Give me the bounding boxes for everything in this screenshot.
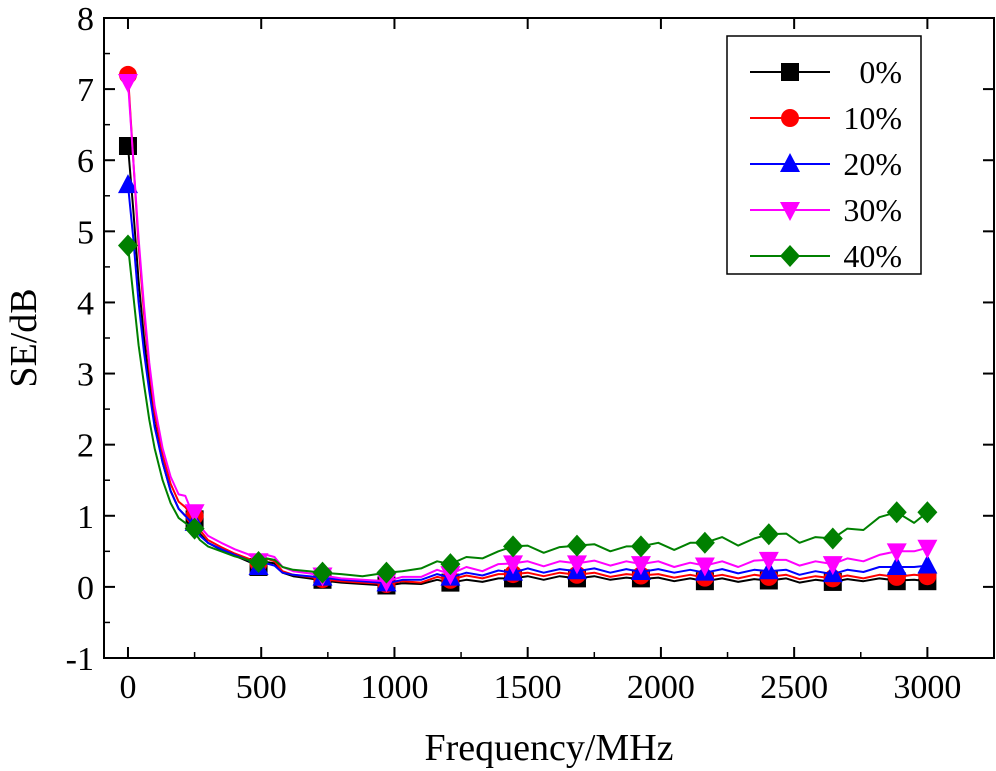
data-point [117,74,138,93]
series-layer [117,65,938,595]
x-tick-label: 2000 [627,669,695,706]
legend-entry: 40% [750,238,902,274]
legend-label: 20% [843,146,902,182]
data-point [917,554,938,574]
data-point [184,504,205,524]
data-point [503,555,524,575]
x-tick-label: 1000 [360,669,428,706]
y-tick-label: 3 [77,357,94,394]
legend-entry: 0% [750,54,902,90]
y-tick-label: 0 [77,570,94,607]
series-40pct [117,234,938,584]
data-point [117,234,138,257]
series-line [127,245,929,578]
y-tick-label: 7 [77,72,94,109]
data-point [117,174,138,194]
y-tick-label: 6 [77,143,94,180]
y-tick-label: 2 [77,428,94,465]
data-point [118,137,137,155]
data-point [822,527,843,550]
y-tick-label: 5 [77,214,94,251]
data-point [630,535,651,558]
x-tick-label: 2500 [760,669,828,706]
legend-label: 10% [843,100,902,136]
legend-label: 30% [843,192,902,228]
data-point [566,534,587,557]
data-point [886,543,907,563]
legend: 0% 10% 20% 30% 40% [726,35,922,275]
legend-entry: 20% [750,146,902,182]
data-point [758,551,779,571]
y-axis-title: SE/dB [3,288,45,387]
data-point [917,539,938,559]
y-tick-label: 4 [77,285,94,322]
legend-marker [780,153,800,172]
x-tick-label: 0 [119,669,136,706]
data-point [376,561,397,584]
y-tick-label: -1 [66,641,94,678]
data-point [694,531,715,554]
axes: -1 0 1 2 3 4 5 6 7 8 0 500 1000 1500 2000 2500 3000 Frequ… [3,1,995,769]
legend-entry: 10% [750,100,902,136]
legend-entry: 30% [750,192,902,228]
data-point [917,501,938,524]
x-axis-title: Frequency/MHz [424,727,673,769]
y-tick-label: 8 [77,1,94,38]
data-point [886,501,907,524]
data-point [758,523,779,546]
data-point [440,553,461,576]
data-point [822,556,843,576]
data-point [440,566,461,586]
legend-marker [781,63,799,81]
legend-marker [781,109,799,127]
x-tick-label: 1500 [494,669,562,706]
x-tick-label: 500 [236,669,287,706]
data-point [630,556,651,576]
legend-label: 40% [843,238,902,274]
x-tick-label: 3000 [893,669,961,706]
data-point [184,517,205,540]
data-point [312,561,333,584]
data-point [886,555,907,575]
data-point [566,555,587,575]
legend-label: 0% [859,54,902,90]
legend-marker [780,202,800,221]
data-point [694,557,715,577]
data-point [248,551,269,573]
y-tick-label: 1 [77,499,94,536]
data-point [503,535,524,558]
legend-marker [780,245,800,267]
legend-box [726,35,922,275]
